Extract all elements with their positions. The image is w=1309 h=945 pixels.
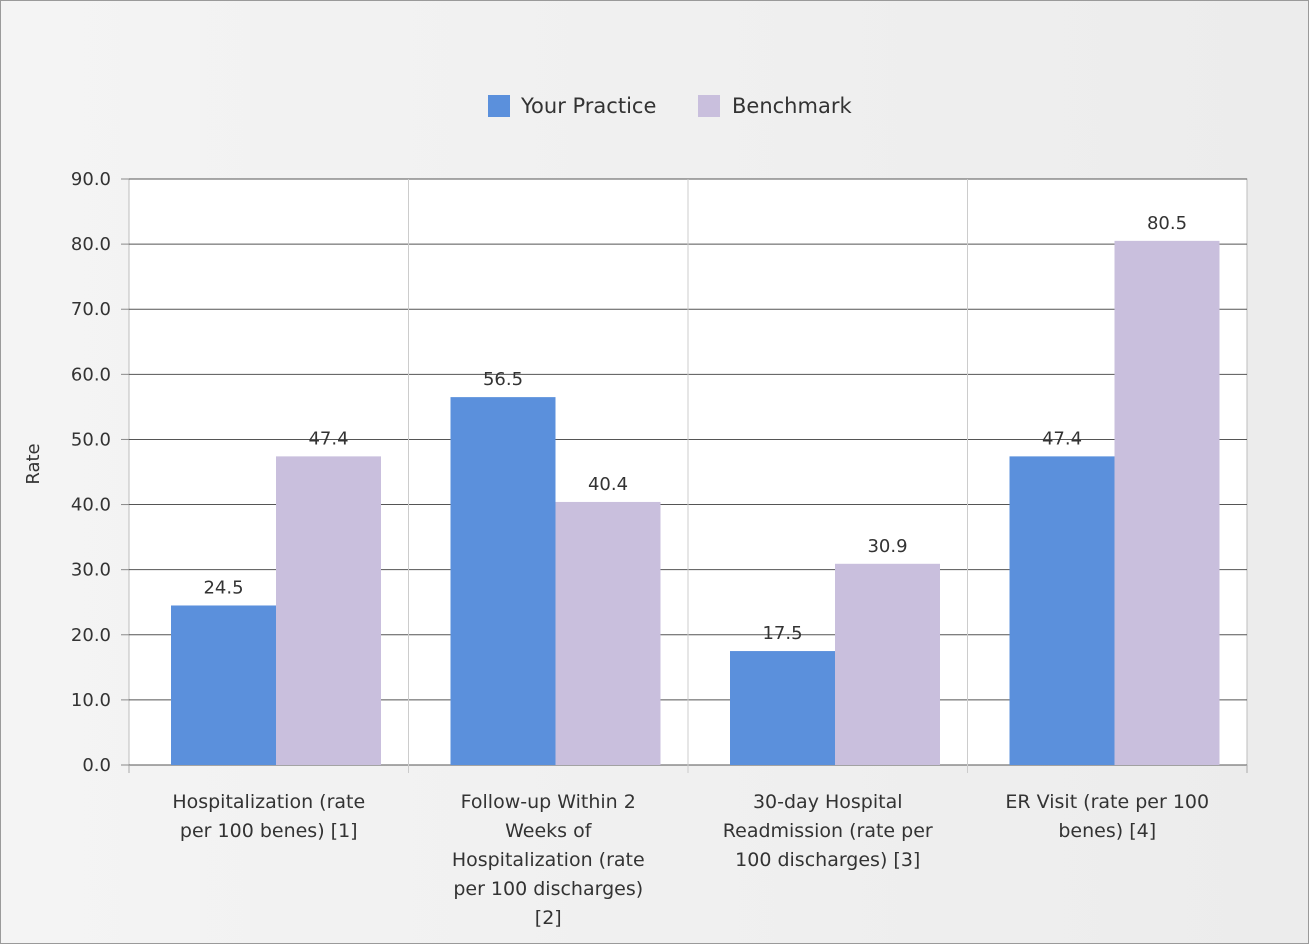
bar-benchmark: [835, 563, 940, 765]
bar-benchmark: [276, 456, 381, 765]
x-category-label: Hospitalization (rate: [452, 849, 645, 871]
y-tick-label: 10.0: [71, 690, 111, 711]
bars: [171, 240, 1220, 765]
y-tick-label: 50.0: [71, 429, 111, 450]
x-category-label: Weeks of: [505, 820, 593, 842]
y-axis-title: Rate: [23, 443, 44, 484]
y-tick-label: 20.0: [71, 625, 111, 646]
bar-value-label: 47.4: [308, 428, 348, 449]
legend: Your Practice Benchmark: [488, 94, 852, 118]
bar-value-label: 56.5: [483, 369, 523, 390]
x-category-label: [2]: [535, 907, 562, 929]
bar-value-label: 30.9: [867, 536, 907, 557]
x-category-label: Hospitalization (rate: [172, 791, 365, 813]
y-tick-label: 40.0: [71, 495, 111, 516]
legend-label: Benchmark: [732, 94, 852, 118]
y-tick-label: 80.0: [71, 234, 111, 255]
y-tick-label: 0.0: [82, 755, 111, 776]
y-tick-label: 60.0: [71, 364, 111, 385]
legend-label: Your Practice: [520, 94, 656, 118]
x-category-label: ER Visit (rate per 100: [1005, 791, 1209, 813]
bar-value-label: 80.5: [1147, 213, 1187, 234]
bar-value-label: 24.5: [203, 577, 243, 598]
bar-your-practice: [730, 651, 835, 765]
x-category-label: 30-day Hospital: [753, 791, 903, 813]
y-axis-ticks: 0.0 10.0 20.0 30.0 40.0 50.0 60.0 70.0 80.0 90.0: [71, 169, 129, 776]
y-tick-label: 30.0: [71, 560, 111, 581]
x-category-label: per 100 benes) [1]: [180, 820, 358, 842]
y-tick-label: 90.0: [71, 169, 111, 190]
value-labels: 24.5 47.4 56.5 40.4 17.5 30.9 47.4 80.5: [203, 213, 1187, 644]
x-category-label: Follow-up Within 2: [461, 791, 636, 813]
legend-swatch-your-practice: [488, 95, 510, 117]
bar-value-label: 47.4: [1042, 428, 1082, 449]
bar-your-practice: [171, 605, 276, 765]
legend-swatch-benchmark: [698, 95, 720, 117]
bar-value-label: 40.4: [588, 474, 628, 495]
bar-value-label: 17.5: [762, 623, 802, 644]
y-tick-label: 70.0: [71, 299, 111, 320]
bar-your-practice: [1009, 456, 1115, 765]
x-category-label: benes) [4]: [1058, 820, 1156, 842]
bar-benchmark: [1114, 240, 1220, 765]
x-axis-labels: Hospitalization (rate per 100 benes) [1] F…: [172, 791, 1209, 929]
x-category-label: 100 discharges) [3]: [735, 849, 920, 871]
bar-benchmark: [555, 501, 661, 765]
x-category-label: Readmission (rate per: [723, 820, 933, 842]
x-category-label: per 100 discharges): [453, 878, 643, 900]
bar-your-practice: [450, 397, 556, 765]
